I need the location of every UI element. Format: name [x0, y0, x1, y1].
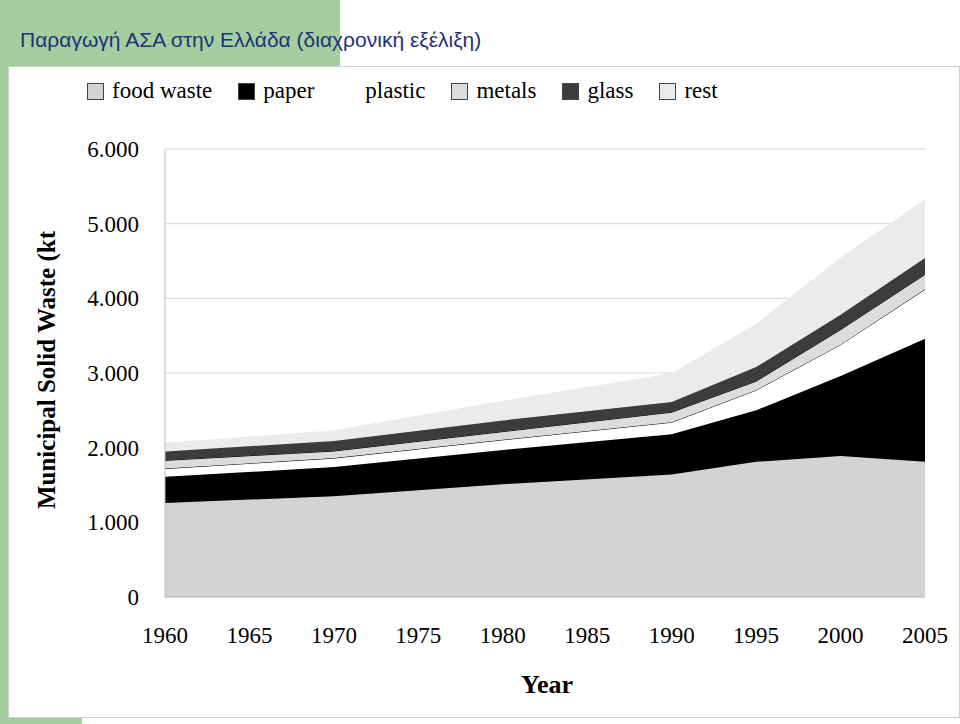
html-text:paper: paper: [263, 78, 315, 103]
svg-text:2.000: 2.000: [87, 436, 139, 461]
html-text:glass: glass: [587, 78, 634, 103]
svg-text:1995: 1995: [733, 623, 779, 648]
html-text:metals: metals: [476, 78, 537, 103]
svg-text:1970: 1970: [311, 623, 357, 648]
svg-text:1975: 1975: [395, 623, 441, 648]
html-text:rest: rest: [684, 78, 718, 103]
html-text:Year: Year: [521, 670, 573, 699]
svg-text:1990: 1990: [649, 623, 695, 648]
svg-text:1960: 1960: [142, 623, 188, 648]
svg-text:0: 0: [128, 585, 140, 610]
html-text:Παραγωγή ΑΣΑ στην Ελλάδα (διαχ: Παραγωγή ΑΣΑ στην Ελλάδα (διαχρονική εξέ…: [20, 28, 482, 51]
html-text:food waste: food waste: [112, 78, 213, 103]
svg-text:1985: 1985: [564, 623, 610, 648]
svg-text:2005: 2005: [902, 623, 948, 648]
svg-text:6.000: 6.000: [87, 137, 139, 162]
svg-text:4.000: 4.000: [87, 286, 139, 311]
svg-text:1965: 1965: [226, 623, 272, 648]
html-text:plastic: plastic: [365, 78, 426, 103]
svg-text:1980: 1980: [480, 623, 526, 648]
svg-text:2000: 2000: [818, 623, 864, 648]
svg-text:5.000: 5.000: [87, 212, 139, 237]
svg-text:1.000: 1.000: [87, 510, 139, 535]
svg-text:3.000: 3.000: [87, 361, 139, 386]
html-text:Municipal Solid Waste (kt: Municipal Solid Waste (kt: [33, 231, 60, 509]
